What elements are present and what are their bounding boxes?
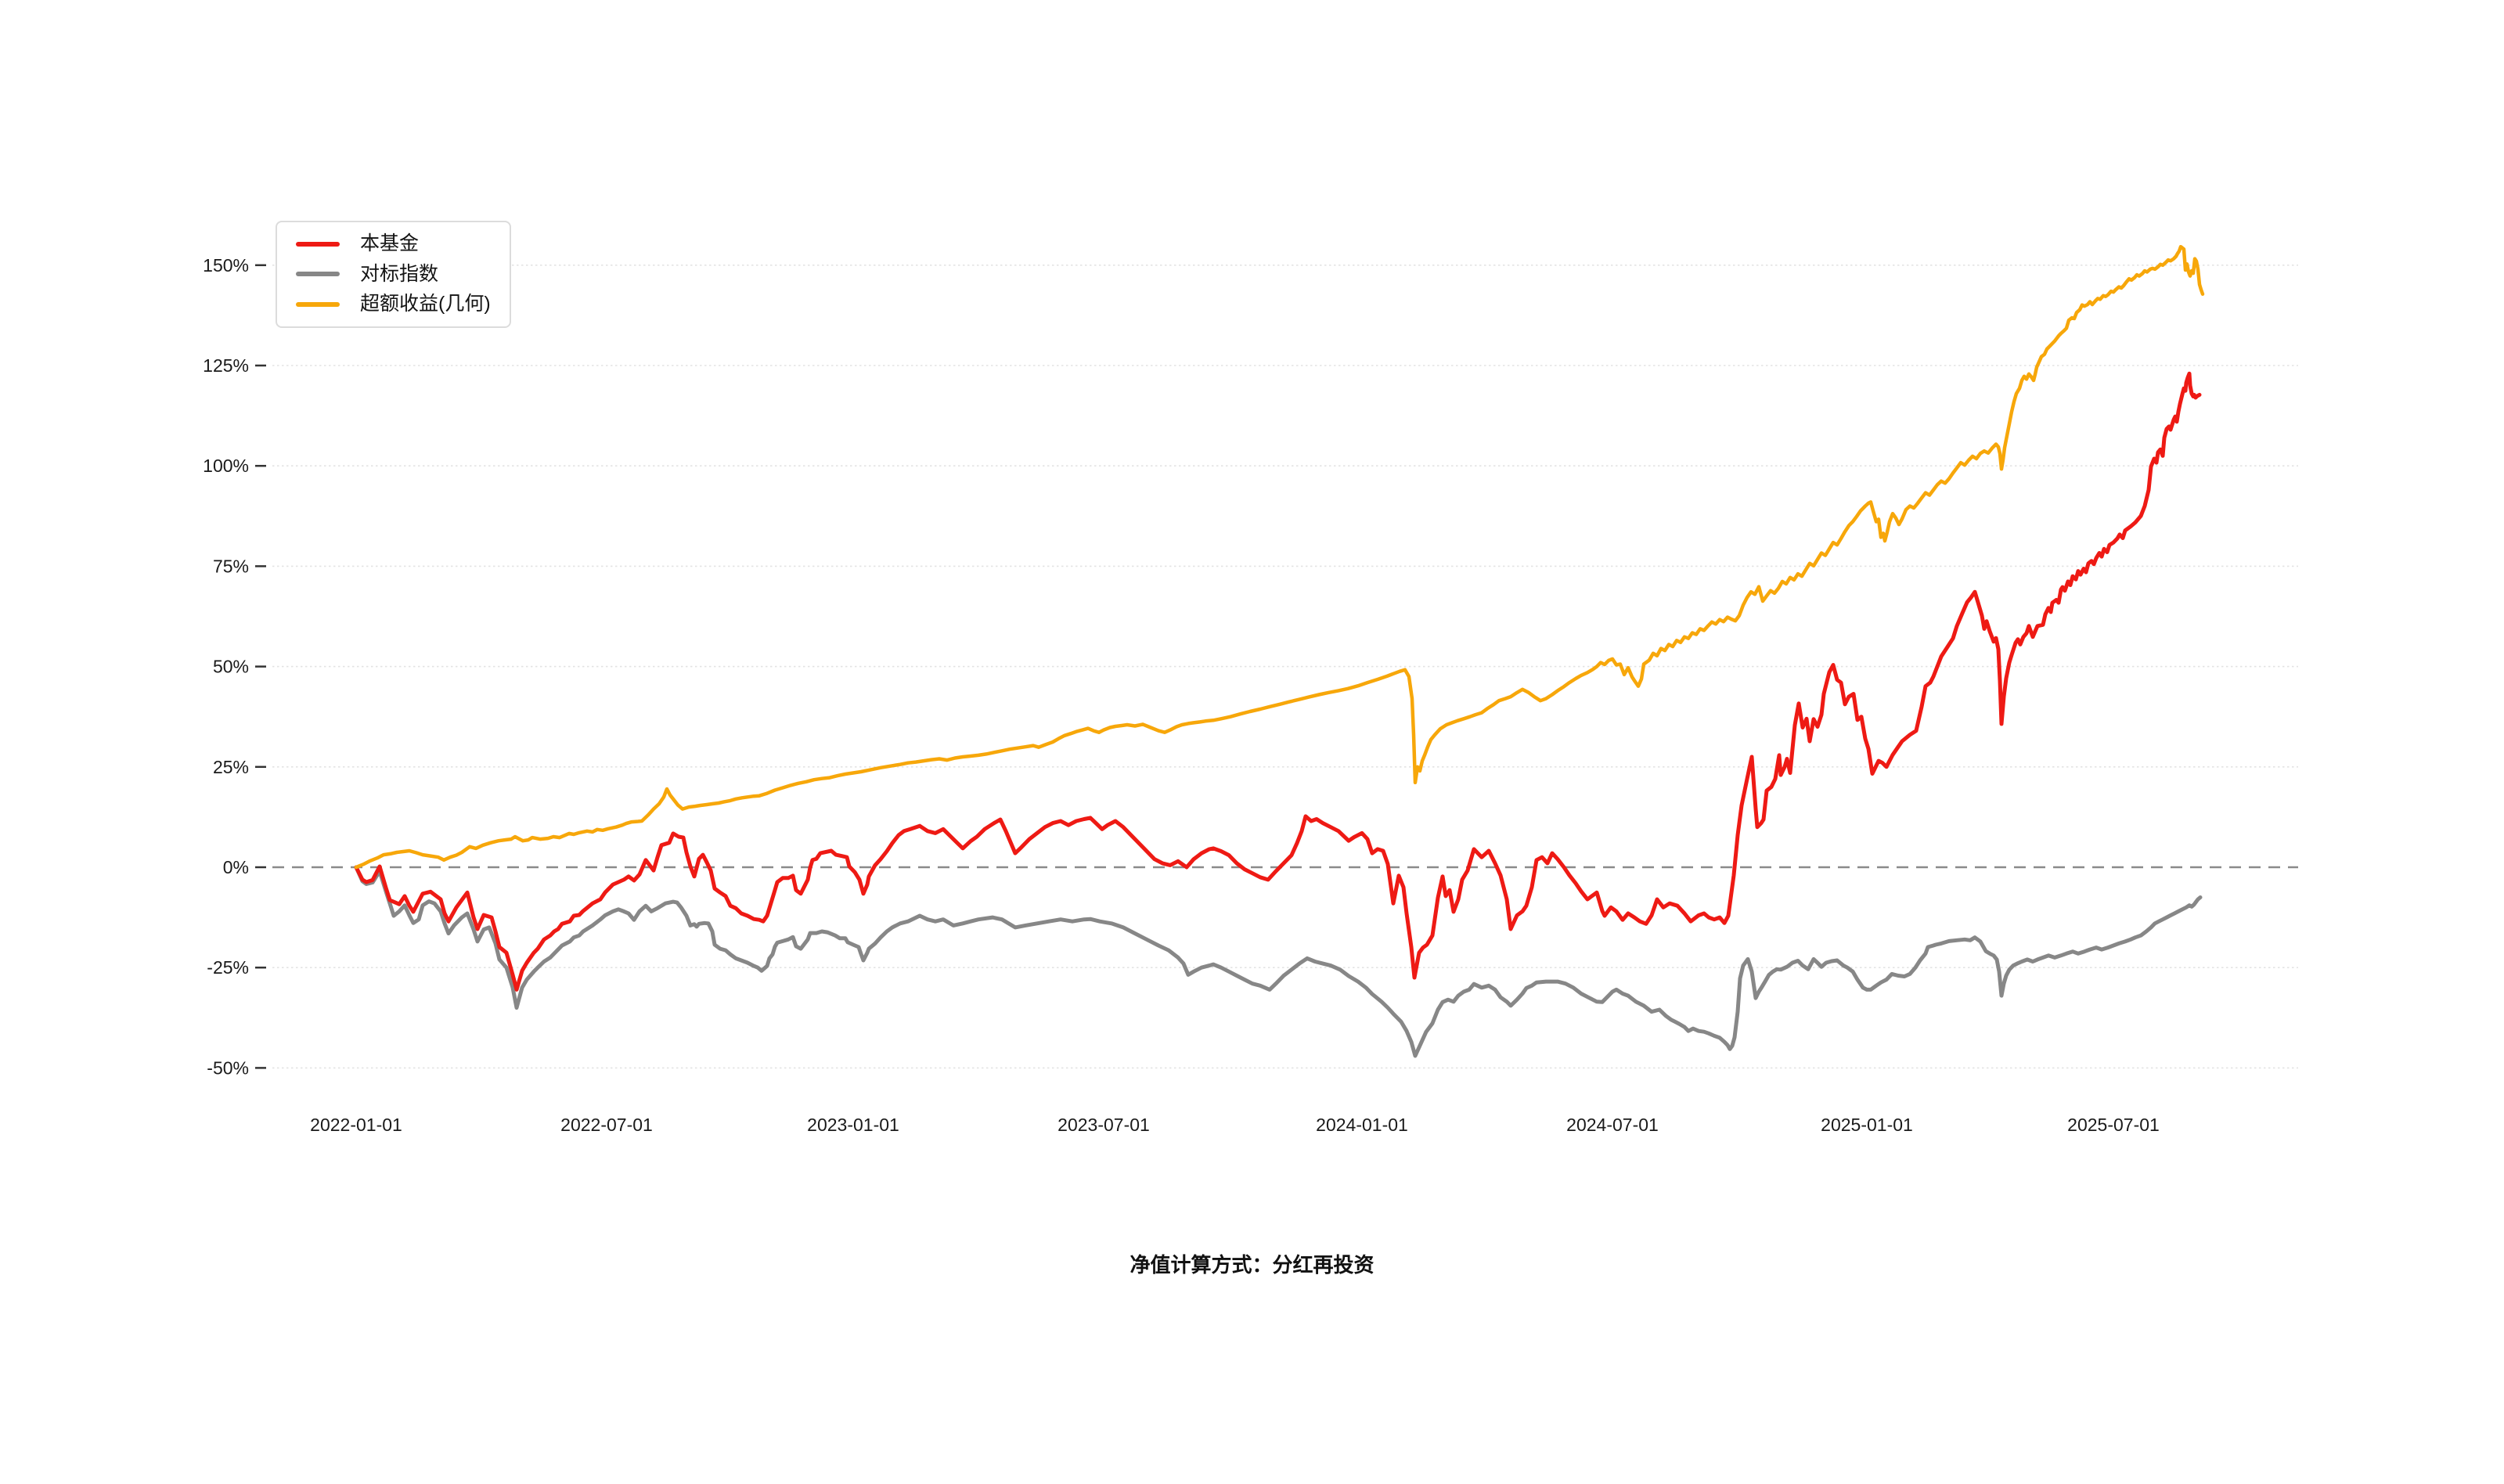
nav-calculation-note: 净值计算方式：分红再投资: [1130, 1253, 1374, 1277]
x-axis-label: 2023-07-01: [1057, 1115, 1150, 1135]
series-对标指数: [354, 865, 2203, 1058]
y-axis-label: -25%: [207, 957, 249, 978]
chart-legend: 本基金对标指数超额收益(几何): [276, 221, 511, 328]
y-axis-label: -50%: [207, 1057, 249, 1078]
legend-swatch: [296, 272, 340, 277]
legend-item-2[interactable]: 超额收益(几何): [296, 293, 491, 315]
y-axis-label: 75%: [213, 556, 249, 576]
y-axis-label: 50%: [213, 657, 249, 677]
legend-swatch: [296, 301, 340, 307]
y-axis-label: 0%: [223, 857, 249, 877]
x-axis-label: 2025-07-01: [2067, 1115, 2160, 1135]
y-axis-label: 150%: [203, 255, 249, 276]
x-axis-label: 2024-07-01: [1566, 1115, 1659, 1135]
series-本基金: [354, 371, 2202, 992]
y-axis-label: 100%: [203, 456, 249, 476]
x-axis-label: 2025-01-01: [1821, 1115, 1913, 1135]
legend-label: 本基金: [360, 232, 420, 254]
legend-label: 超额收益(几何): [360, 293, 491, 315]
legend-swatch: [296, 241, 340, 247]
x-axis-label: 2022-01-01: [310, 1115, 402, 1135]
y-axis-label: 125%: [203, 355, 249, 376]
series-超额收益(几何): [354, 244, 2205, 870]
x-axis-label: 2023-01-01: [807, 1115, 899, 1135]
legend-label: 对标指数: [360, 262, 439, 285]
y-axis-label: 25%: [213, 757, 249, 777]
x-axis-label: 2024-01-01: [1316, 1115, 1408, 1135]
x-axis-label: 2022-07-01: [560, 1115, 653, 1135]
legend-item-1[interactable]: 对标指数: [296, 262, 491, 286]
legend-item-0[interactable]: 本基金: [296, 232, 491, 255]
